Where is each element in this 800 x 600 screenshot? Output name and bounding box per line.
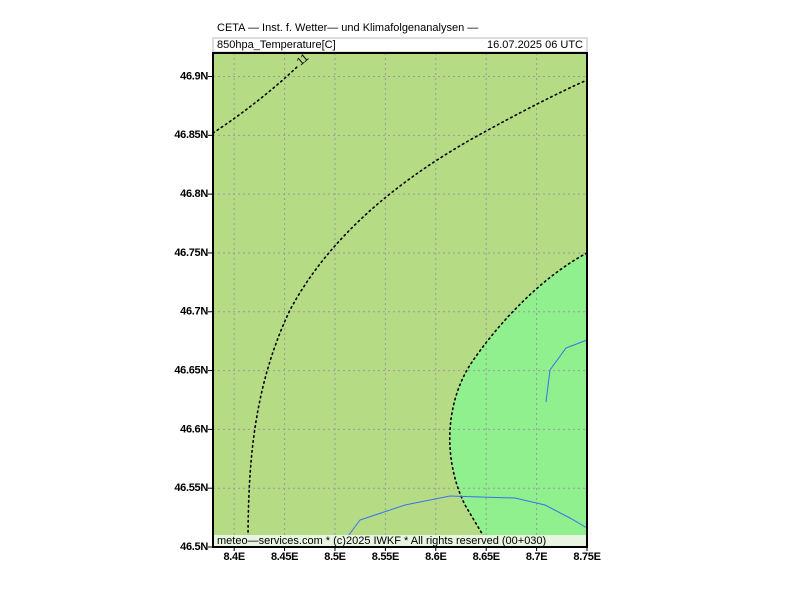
contour: [247, 79, 588, 548]
axes: 46.5N 46.55N 46.6N 46.65N 46.7N 46.75N 46.8N 46…: [174, 70, 601, 563]
header-title: CETA — Inst. f. Wetter— und Klimafolgena…: [217, 22, 478, 34]
x-tick-label: 8.55E: [372, 551, 399, 563]
valid-time: 16.07.2025 06 UTC: [487, 39, 583, 51]
plot-frame: [212, 52, 588, 548]
y-tick-label: 46.65N: [174, 364, 208, 376]
y-tick-label: 46.6N: [180, 423, 208, 435]
footer-box: [213, 535, 587, 547]
parameter: 850hpa_Temperature[C]: [217, 39, 336, 51]
warm-region: [449, 253, 587, 547]
y-tick-label: 46.8N: [180, 188, 208, 200]
y-tick-label: 46.85N: [174, 129, 208, 141]
x-tick-label: 8.4E: [223, 551, 244, 563]
x-tick-label: 8.75E: [573, 551, 600, 563]
y-tick-label: 46.55N: [174, 482, 208, 494]
x-tick-label: 8.45E: [271, 551, 298, 563]
x-tick-label: 8.7E: [526, 551, 547, 563]
footer: meteo—services.com * (c)2025 IWKF * All …: [217, 535, 546, 547]
y-tick-label: 46.9N: [180, 70, 208, 82]
river: [339, 495, 588, 548]
x-tick-label: 8.6E: [425, 551, 446, 563]
y-tick-label: 46.5N: [180, 541, 208, 553]
contour: [448, 252, 588, 548]
x-tick-label: 8.65E: [473, 551, 500, 563]
y-tick-label: 46.75N: [174, 247, 208, 259]
x-tick-label: 8.5E: [324, 551, 345, 563]
y-tick-label: 46.7N: [180, 306, 208, 318]
contour: [212, 65, 299, 134]
plot-area: 11 meteo—services.com * (c)2025 IWKF * A…: [212, 52, 588, 548]
river: [545, 339, 588, 403]
